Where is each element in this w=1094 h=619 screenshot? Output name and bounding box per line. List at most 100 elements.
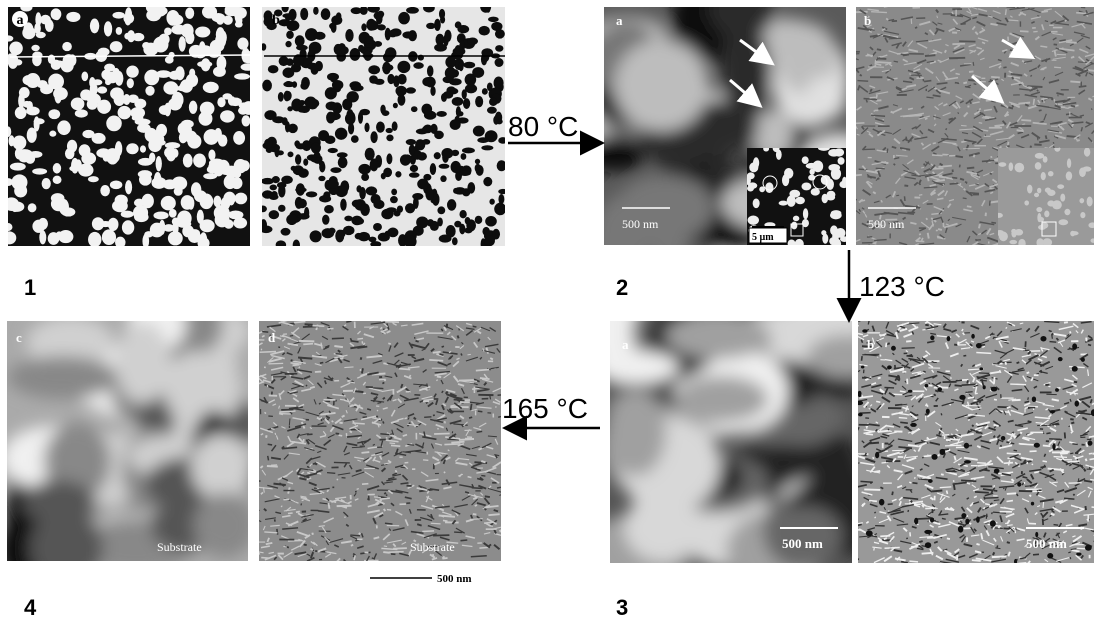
domain xyxy=(358,232,370,241)
domain xyxy=(374,41,382,47)
domain xyxy=(112,200,128,212)
texture xyxy=(1006,501,1012,502)
domain xyxy=(472,67,484,78)
texture xyxy=(1071,57,1074,58)
texture xyxy=(991,77,1000,78)
texture xyxy=(884,4,898,7)
domain xyxy=(1079,198,1084,203)
texture xyxy=(426,389,428,390)
texture xyxy=(288,513,293,514)
texture xyxy=(846,208,856,210)
domain xyxy=(18,93,25,108)
domain xyxy=(1058,219,1068,225)
domain xyxy=(1052,443,1055,450)
domain xyxy=(830,211,842,219)
domain xyxy=(840,236,849,242)
texture xyxy=(991,222,996,223)
domain xyxy=(406,139,416,145)
domain xyxy=(286,58,294,65)
domain xyxy=(112,12,125,19)
domain xyxy=(313,7,319,15)
texture xyxy=(901,562,908,563)
texture xyxy=(1033,99,1034,105)
domain xyxy=(489,199,494,205)
texture xyxy=(990,173,992,174)
domain xyxy=(409,172,420,177)
domain xyxy=(53,176,62,184)
texture xyxy=(909,115,922,116)
domain xyxy=(360,109,370,115)
texture xyxy=(490,358,493,359)
domain xyxy=(335,128,348,140)
domain xyxy=(193,153,206,167)
domain xyxy=(32,168,47,174)
domain xyxy=(15,107,27,119)
domain xyxy=(288,124,298,134)
domain xyxy=(53,87,68,100)
texture xyxy=(969,419,970,421)
domain xyxy=(126,143,138,154)
texture xyxy=(469,417,472,418)
domain xyxy=(144,70,159,86)
texture xyxy=(964,189,966,190)
domain xyxy=(286,31,294,39)
domain xyxy=(234,73,250,79)
texture xyxy=(1020,558,1026,559)
domain xyxy=(278,205,285,212)
domain xyxy=(358,45,364,52)
texture xyxy=(1061,451,1069,452)
texture xyxy=(468,477,472,478)
domain xyxy=(983,385,986,389)
texture xyxy=(1008,142,1009,145)
texture xyxy=(303,344,313,345)
texture xyxy=(1005,9,1006,15)
domain xyxy=(779,201,788,206)
micrograph xyxy=(0,291,284,586)
domain xyxy=(930,335,934,340)
texture xyxy=(963,355,966,356)
domain xyxy=(801,182,811,190)
domain xyxy=(436,111,447,117)
domain xyxy=(753,198,760,208)
domain xyxy=(296,143,306,149)
domain xyxy=(392,121,398,131)
texture xyxy=(1071,422,1074,423)
texture xyxy=(277,529,278,535)
domain xyxy=(264,110,276,120)
texture xyxy=(994,377,995,384)
panel-letter: d xyxy=(268,330,276,345)
domain xyxy=(961,513,966,518)
domain xyxy=(89,77,95,88)
texture xyxy=(961,480,976,481)
domain xyxy=(295,154,301,165)
domain xyxy=(940,449,946,455)
domain xyxy=(1001,436,1005,441)
texture xyxy=(869,501,877,502)
texture xyxy=(471,556,487,557)
domain xyxy=(475,159,480,164)
domain xyxy=(31,45,39,51)
domain xyxy=(937,387,942,391)
domain xyxy=(274,145,279,157)
texture xyxy=(952,317,960,321)
texture xyxy=(1046,433,1050,434)
domain xyxy=(367,20,378,30)
domain xyxy=(386,153,392,164)
domain xyxy=(123,94,131,105)
domain xyxy=(482,52,489,62)
domain xyxy=(338,157,348,168)
domain xyxy=(203,82,219,93)
texture xyxy=(1054,67,1061,68)
domain xyxy=(67,140,77,153)
domain xyxy=(489,98,498,106)
texture xyxy=(1084,481,1092,482)
domain xyxy=(351,7,362,14)
domain xyxy=(174,187,183,196)
domain xyxy=(146,2,156,12)
domain xyxy=(1088,441,1093,446)
texture xyxy=(991,528,1003,529)
domain xyxy=(351,85,364,92)
domain xyxy=(391,189,397,196)
domain xyxy=(235,9,242,24)
texture xyxy=(1008,20,1018,21)
